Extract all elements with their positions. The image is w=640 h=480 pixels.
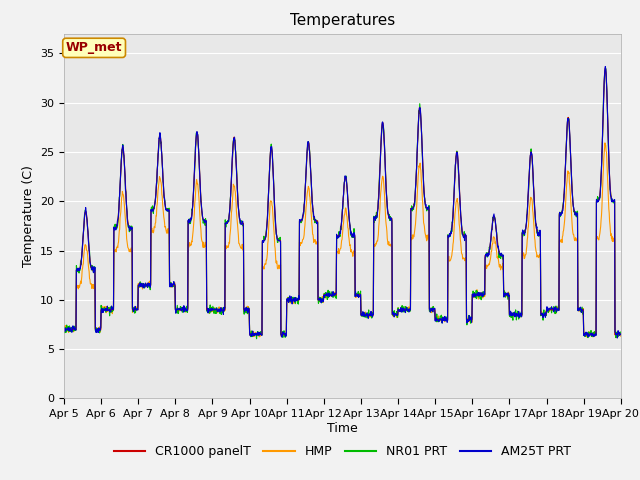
NR01 PRT [551,304,559,310]
HMP [601,140,609,146]
NR01 PRT [246,331,254,337]
AM25T PRT [550,308,558,314]
HMP [429,304,436,310]
Y-axis label: Temperature (C): Temperature (C) [22,165,35,267]
AM25T PRT [184,305,191,311]
NR01 PRT [616,329,624,335]
AM25T PRT [60,324,68,330]
CR1000 panelT [170,282,178,288]
Line: HMP: HMP [64,143,620,338]
X-axis label: Time: Time [327,421,358,434]
HMP [616,333,624,339]
Title: Temperatures: Temperatures [290,13,395,28]
AM25T PRT [501,292,509,298]
HMP [246,332,254,338]
CR1000 panelT [502,292,509,298]
NR01 PRT [602,66,609,72]
AM25T PRT [616,331,624,337]
AM25T PRT [614,335,621,341]
CR1000 panelT [616,331,624,337]
NR01 PRT [429,307,436,312]
NR01 PRT [170,281,178,287]
HMP [60,326,68,332]
CR1000 panelT [551,307,559,312]
CR1000 panelT [184,307,191,312]
Text: WP_met: WP_met [66,41,122,54]
AM25T PRT [602,63,609,69]
AM25T PRT [170,282,178,288]
CR1000 panelT [246,331,253,337]
HMP [612,335,620,341]
Legend: CR1000 panelT, HMP, NR01 PRT, AM25T PRT: CR1000 panelT, HMP, NR01 PRT, AM25T PRT [109,440,576,463]
Line: CR1000 panelT: CR1000 panelT [64,68,620,334]
NR01 PRT [184,307,191,313]
HMP [170,282,178,288]
NR01 PRT [253,336,260,342]
HMP [501,292,509,298]
Line: AM25T PRT: AM25T PRT [64,66,620,338]
HMP [184,305,191,311]
CR1000 panelT [429,307,436,312]
AM25T PRT [246,333,254,338]
HMP [550,305,558,311]
CR1000 panelT [602,65,609,71]
Line: NR01 PRT: NR01 PRT [64,69,620,339]
CR1000 panelT [246,331,254,337]
AM25T PRT [429,308,436,314]
NR01 PRT [502,290,509,296]
NR01 PRT [60,326,68,332]
CR1000 panelT [60,326,68,332]
